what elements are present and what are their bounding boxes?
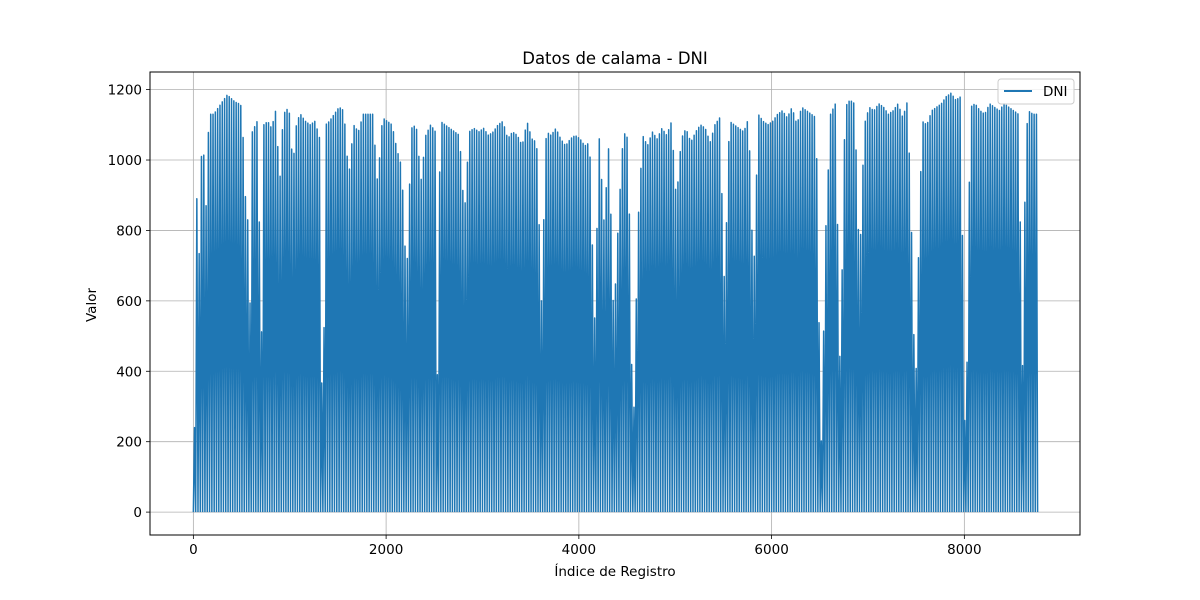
series-line-dni (192, 92, 1039, 513)
y-tick-label: 400 (116, 364, 142, 380)
y-tick-label: 200 (116, 435, 142, 451)
legend-box (997, 78, 1075, 105)
y-tick-label: 800 (116, 223, 142, 239)
x-tick-label: 2000 (369, 542, 403, 558)
y-tick-label: 1200 (108, 83, 142, 99)
y-tick-label: 600 (116, 294, 142, 310)
x-axis-title: Índice de Registro (554, 563, 675, 580)
y-axis-title: Valor (84, 288, 100, 322)
x-tick-label: 4000 (562, 542, 596, 558)
x-tick-label: 6000 (754, 542, 788, 558)
chart-title: Datos de calama - DNI (522, 49, 708, 68)
y-tick-label: 1000 (108, 153, 142, 169)
axes-frame (149, 71, 1081, 536)
ticks: 0 2000 4000 6000 8000 0 200 400 600 800 1000 1200 (108, 83, 982, 558)
legend: DNI (997, 78, 1075, 105)
x-tick-label: 8000 (947, 542, 981, 558)
legend-label: DNI (1043, 84, 1067, 100)
x-tick-label: 0 (189, 542, 198, 558)
plot-area (192, 92, 1039, 513)
y-tick-label: 0 (133, 505, 142, 521)
